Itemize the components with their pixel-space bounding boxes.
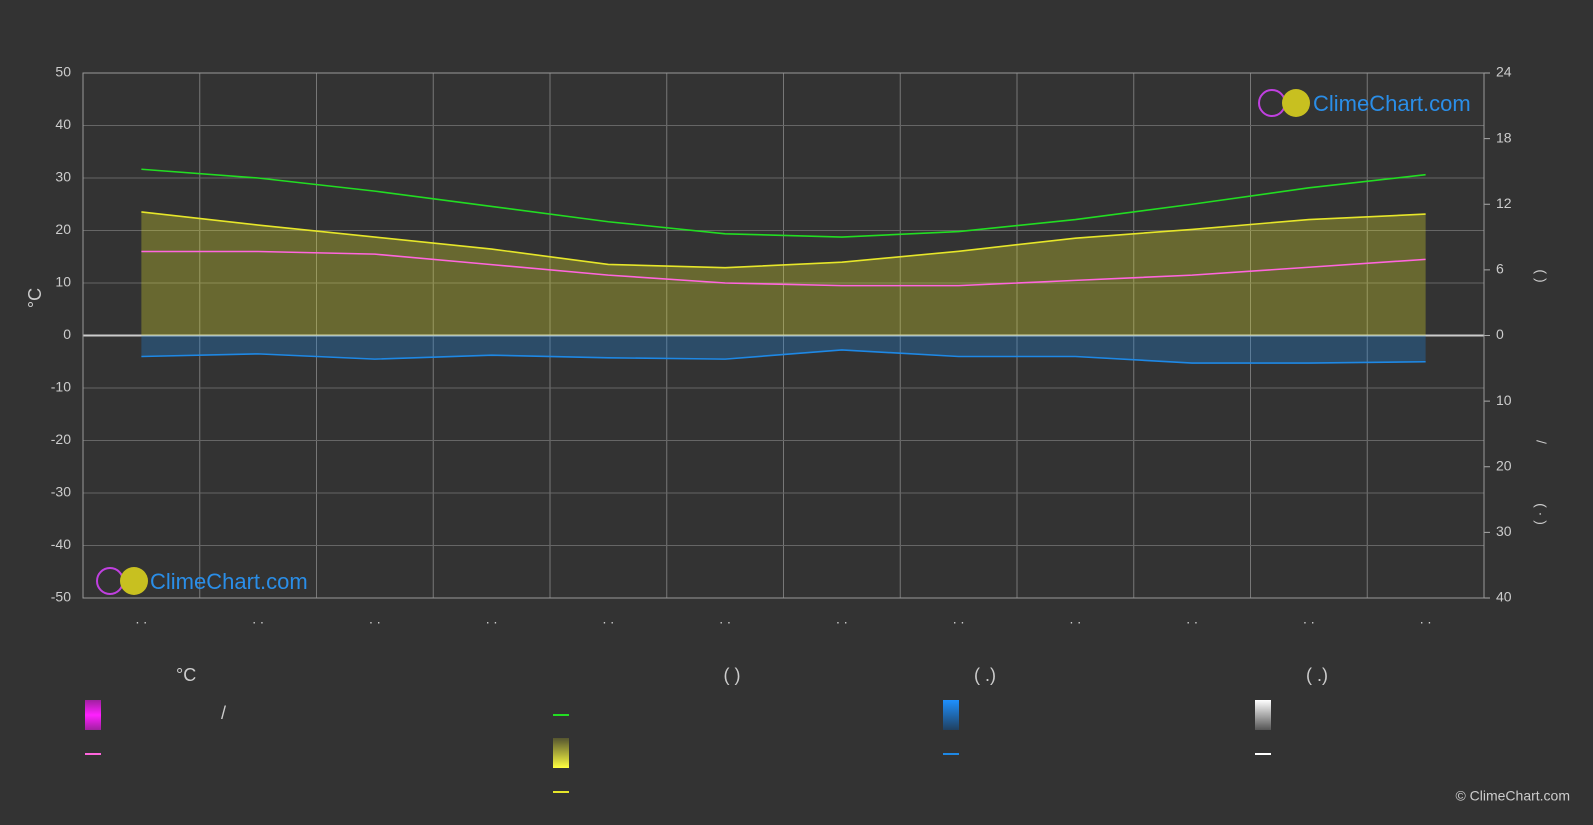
y3-axis-label: / (1533, 440, 1549, 444)
legend-header: ( ) (724, 665, 741, 685)
legend-header: ( .) (1306, 665, 1328, 685)
y2-tick-label: 18 (1496, 129, 1512, 145)
plot-frame (82, 72, 1485, 599)
y-tick-label: -30 (51, 484, 71, 500)
y-tick-label: -20 (51, 431, 71, 447)
legend-header: °C (176, 665, 196, 685)
y2-tick-label: 0 (1496, 326, 1504, 342)
y-axis-label: °C (25, 288, 45, 308)
y-tick-label: -40 (51, 536, 71, 552)
legend-swatch (1255, 700, 1271, 730)
legend-text: / (221, 703, 226, 723)
y3-tick-label: 20 (1496, 457, 1512, 473)
x-tick-label: . . (369, 611, 381, 627)
y2-tick-label: 12 (1496, 195, 1512, 211)
x-tick-label: . . (836, 611, 848, 627)
y-tick-label: 30 (55, 169, 71, 185)
x-tick-label: . . (603, 611, 615, 627)
series-area (141, 211, 1426, 336)
logo: ClimeChart.com (1258, 89, 1471, 117)
legend-swatch (85, 700, 101, 730)
plot: -50 -40 -30 -20 -10 0 10 20 30 40 50 0 6 12 18 24 10 20 30… (51, 64, 1512, 627)
series-line (141, 349, 1426, 364)
x-tick-label: . . (1070, 611, 1082, 627)
y3-tick-label: 40 (1496, 589, 1512, 605)
y3-axis-label: ( · ) (1533, 503, 1549, 525)
series-line (141, 250, 1426, 287)
y-tick-label: -50 (51, 589, 71, 605)
y-tick-label: 40 (55, 116, 71, 132)
logo-ring (1258, 89, 1286, 117)
y-tick-label: -10 (51, 379, 71, 395)
x-tick-label: . . (136, 611, 148, 627)
x-tick-label: . . (252, 611, 264, 627)
x-tick-label: . . (719, 611, 731, 627)
copyright: © ClimeChart.com (1455, 788, 1570, 804)
series-line (141, 168, 1426, 238)
watermark: ClimeChart.com (150, 569, 308, 594)
logo: ClimeChart.com (96, 567, 308, 595)
x-tick-label: . . (953, 611, 965, 627)
legend-swatch (553, 738, 569, 768)
y2-tick-label: 24 (1496, 64, 1512, 80)
x-tick-label: . . (1186, 611, 1198, 627)
y3-tick-label: 30 (1496, 523, 1512, 539)
y3-tick-label: 10 (1496, 392, 1512, 408)
series-line (141, 211, 1426, 269)
logo-ring (96, 567, 124, 595)
legend-header: ( .) (974, 665, 996, 685)
y-tick-label: 10 (55, 274, 71, 290)
y-tick-label: 20 (55, 221, 71, 237)
watermark: ClimeChart.com (1313, 91, 1471, 116)
y-tick-label: 50 (55, 64, 71, 80)
y-tick-label: 0 (63, 326, 71, 342)
legend-swatch (943, 700, 959, 730)
x-tick-label: . . (1303, 611, 1315, 627)
y2-axis-label: ( ) (1533, 269, 1549, 282)
logo-sun (120, 567, 148, 595)
logo-sun (1282, 89, 1310, 117)
y2-tick-label: 6 (1496, 261, 1504, 277)
x-tick-label: . . (1420, 611, 1432, 627)
x-tick-label: . . (486, 611, 498, 627)
